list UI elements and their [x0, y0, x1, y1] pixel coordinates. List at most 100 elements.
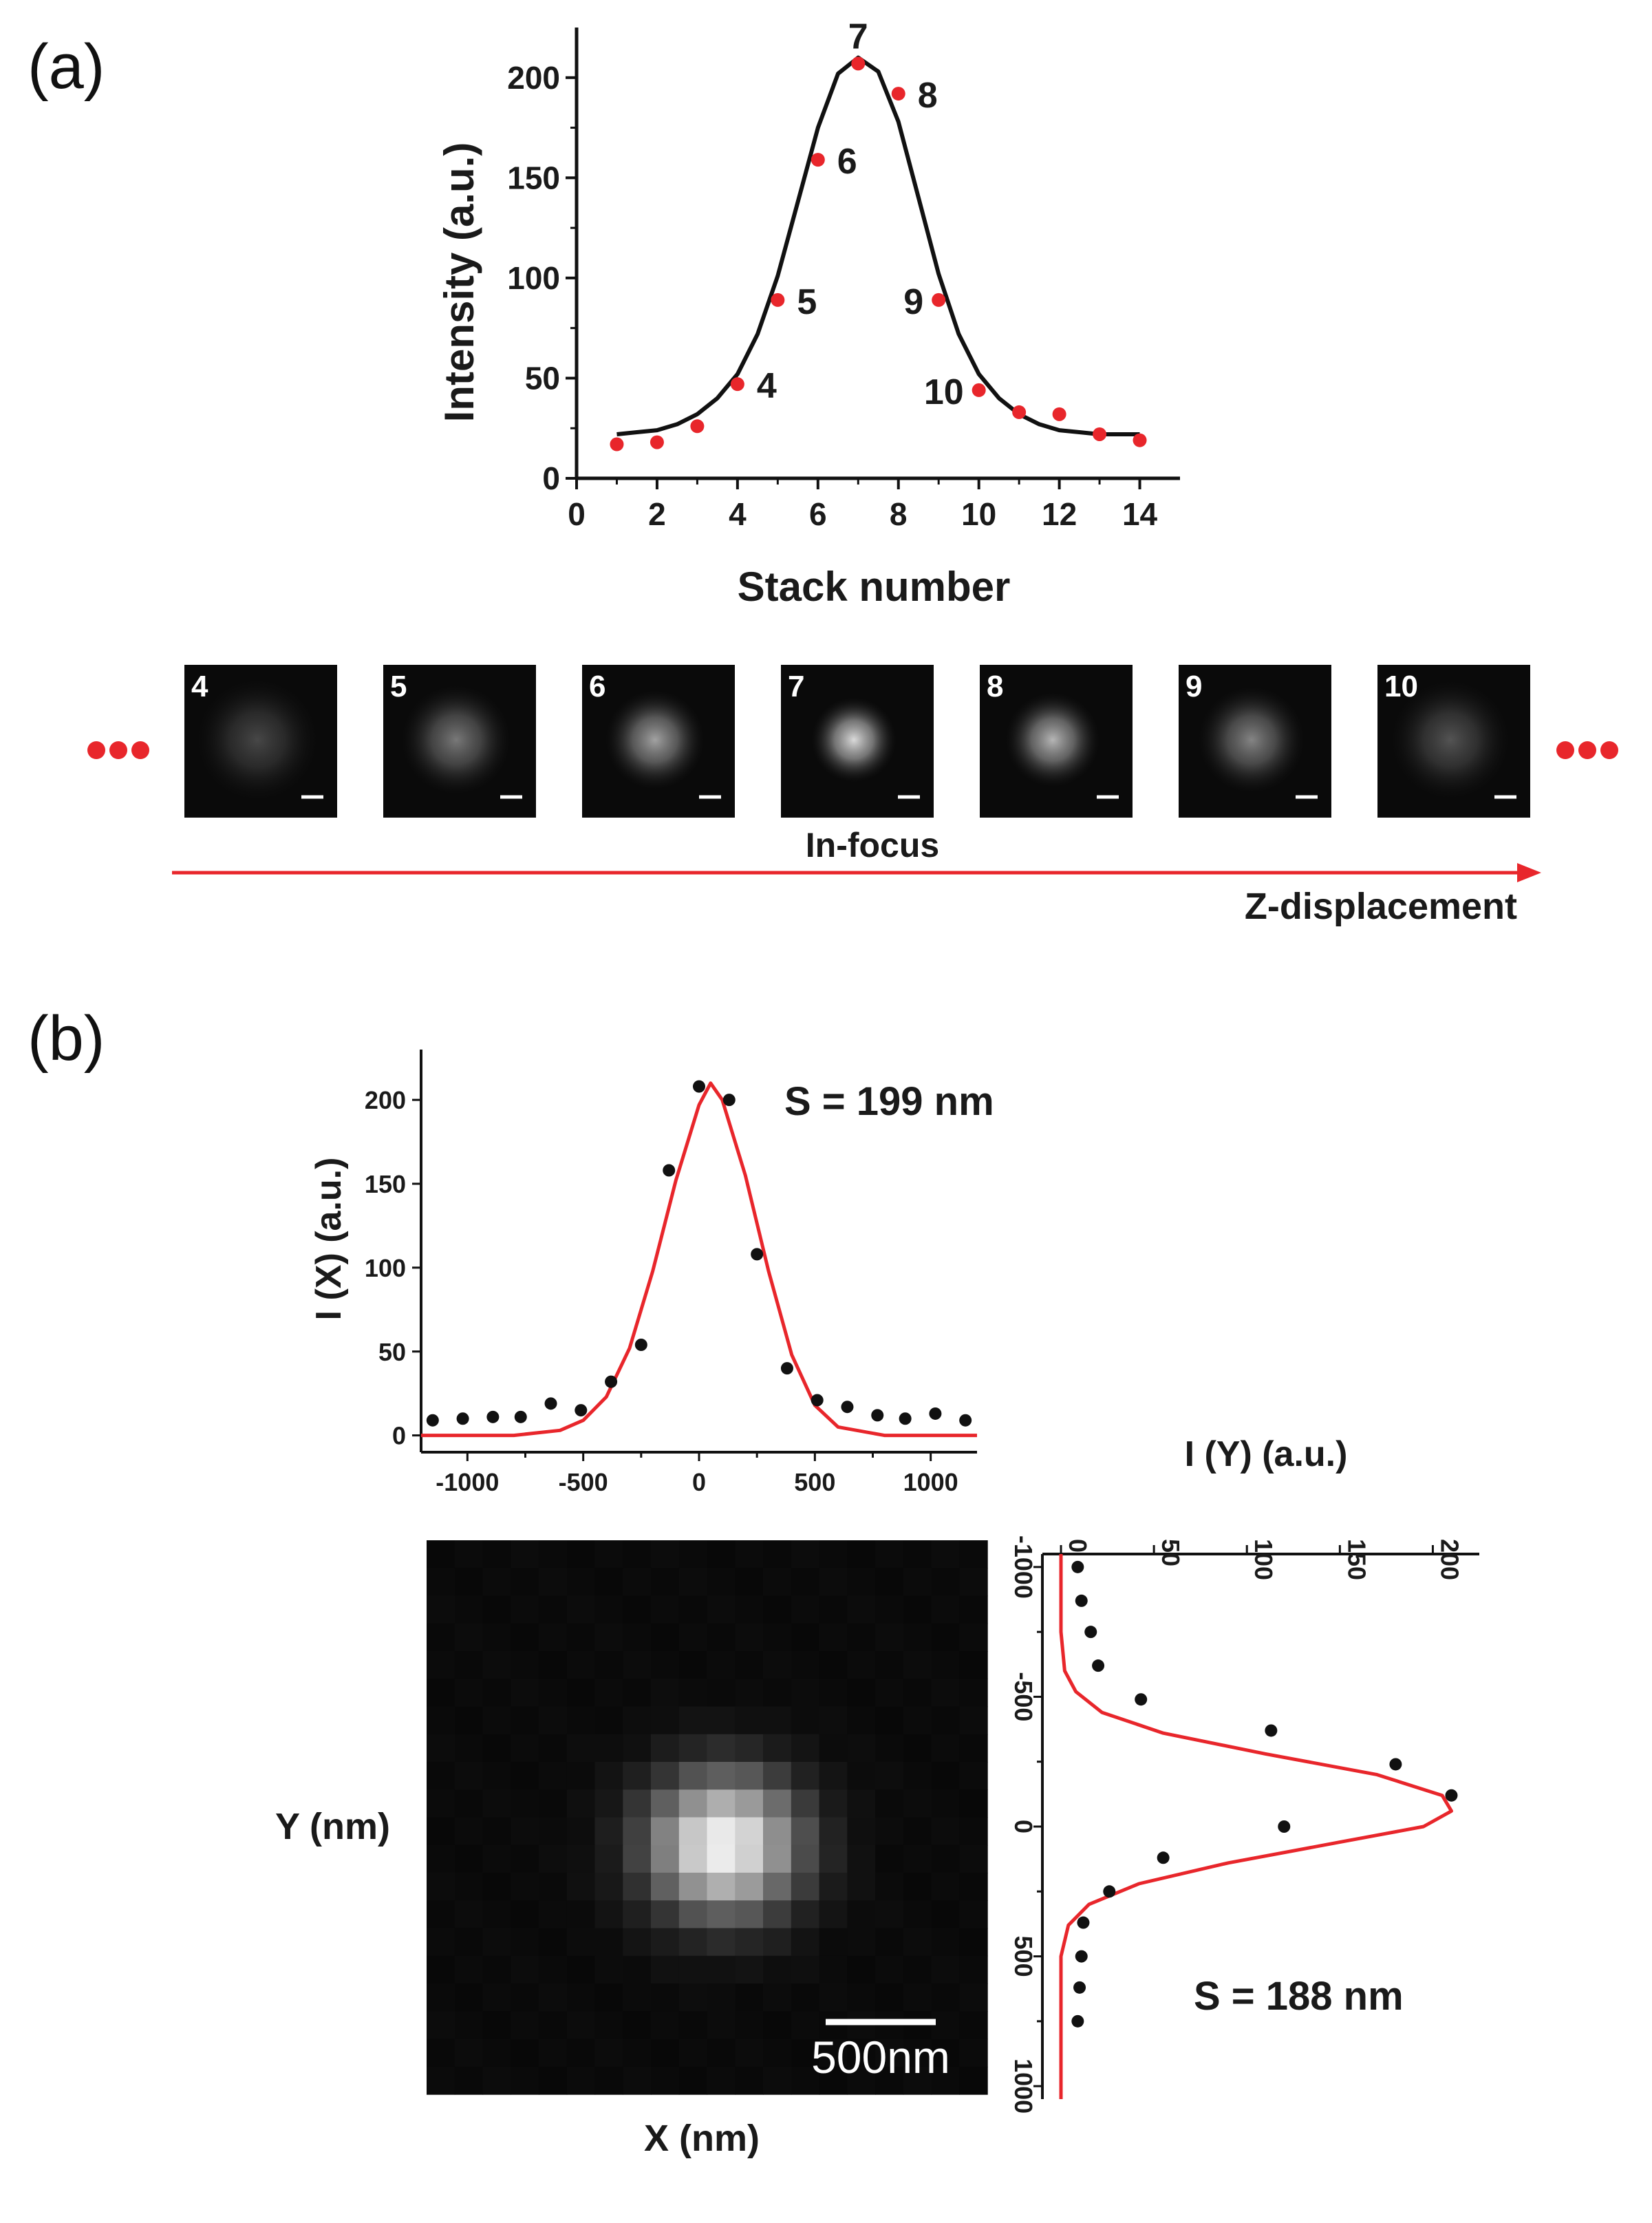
psf-pixel [875, 1651, 904, 1679]
psf-pixel [482, 1844, 511, 1873]
psf-pixel [594, 1817, 623, 1846]
psf-pixel [623, 1540, 652, 1568]
psf-pixel [678, 1789, 708, 1818]
psf-pixel [707, 2039, 736, 2067]
psf-pixel [735, 1928, 764, 1957]
chart-a-xtick-label: 4 [729, 496, 747, 532]
chart-c-point [1265, 1724, 1278, 1737]
psf-pixel [566, 1706, 596, 1735]
frame-number: 6 [589, 670, 605, 703]
psf-pixel [847, 2011, 876, 2040]
psf-pixel [427, 1789, 455, 1818]
psf-pixel [791, 1955, 820, 1984]
chart-a-ytick-label: 100 [507, 260, 560, 296]
chart-a-xtick-label: 0 [568, 496, 586, 532]
psf-pixel [903, 1568, 932, 1597]
chart-c-point [1071, 1560, 1084, 1573]
psf-pixel [931, 1983, 960, 2012]
z-stack-image-strip: 4 5 6 7 8 9 10 [87, 665, 1618, 818]
panel-b-label: (b) [28, 1003, 105, 1074]
chart-c-point [1077, 1916, 1090, 1929]
psf-pixel [511, 1983, 539, 2012]
psf-pixel [566, 1762, 596, 1790]
psf-pixel [539, 1706, 568, 1735]
psf-pixel [931, 1595, 960, 1624]
psf-pixel [566, 1900, 596, 1929]
scalebar-label: 500nm [811, 2032, 950, 2083]
psf-pixel [707, 1540, 736, 1568]
psf-pixel [566, 1623, 596, 1652]
psf-pixel [875, 1706, 904, 1735]
psf-pixel [875, 2011, 904, 2040]
psf-pixel [539, 1900, 568, 1929]
psf-pixel [427, 2011, 455, 2040]
psf-pixel [594, 2066, 623, 2095]
psf-pixel [819, 1595, 848, 1624]
chart-c-point [1135, 1693, 1148, 1706]
psf-pixel [847, 2039, 876, 2067]
chart-c-xlabel: I (Y) (a.u.) [1185, 1434, 1348, 1474]
chart-b-point [605, 1375, 618, 1388]
psf-pixel [847, 1679, 876, 1708]
psf-pixel [735, 1706, 764, 1735]
psf-pixel [511, 1762, 539, 1790]
chart-a-point [771, 292, 785, 307]
chart-a-point-annotations: 4 5 6 7 8 9 10 [757, 17, 964, 412]
psf-pixel [678, 1900, 708, 1929]
z-stack-frame: 9 [1179, 665, 1331, 818]
psf-pixel [594, 1706, 623, 1735]
psf-pixel [594, 2039, 623, 2067]
chart-a-point [690, 419, 705, 434]
psf-pixel [819, 1540, 848, 1568]
psf-pixel [427, 1900, 455, 1929]
psf-pixel [482, 1651, 511, 1679]
psf-pixel [482, 1762, 511, 1790]
chart-c-point [1389, 1758, 1402, 1771]
psf-pixel [511, 1679, 539, 1708]
psf-pixel [594, 1540, 623, 1568]
psf-pixel [651, 1789, 680, 1818]
psf-pixel [454, 2011, 484, 2040]
psf-pixel [539, 1734, 568, 1763]
chart-c-xtick-label: 50 [1157, 1539, 1185, 1566]
psf-pixel [791, 1789, 820, 1818]
psf-pixel [707, 2011, 736, 2040]
psf-pixel [623, 1873, 652, 1901]
chart-a-data-points [610, 56, 1147, 451]
psf-pixel [482, 1789, 511, 1818]
psf-pixel [651, 2011, 680, 2040]
psf-pixel [819, 1568, 848, 1597]
psf-pixel [427, 1651, 455, 1679]
psf-pixel [763, 1900, 792, 1929]
psf-pixel [735, 1568, 764, 1597]
psf-pixel [791, 2066, 820, 2095]
psf-pixel [594, 2011, 623, 2040]
psf-pixel [454, 1928, 484, 1957]
psf-pixel [791, 1983, 820, 2012]
psf-pixel [539, 1540, 568, 1568]
psf-pixel [903, 1955, 932, 1984]
psf-pixel [735, 1679, 764, 1708]
psf-pixel [875, 1844, 904, 1873]
psf-pixel [819, 2011, 848, 2040]
psf-pixel [959, 2066, 988, 2095]
chart-b-point [486, 1410, 500, 1423]
psf-pixel [707, 1706, 736, 1735]
psf-pixel [959, 1540, 988, 1568]
psf-pixel [678, 1817, 708, 1846]
psf-pixel [763, 1873, 792, 1901]
chart-b-xtick-label: 0 [692, 1468, 706, 1496]
psf-pixel [875, 1734, 904, 1763]
psf-pixel [566, 2011, 596, 2040]
chart-a-xtick-label: 10 [961, 496, 996, 532]
frame-spot [1391, 680, 1510, 800]
psf-pixel [707, 1983, 736, 2012]
psf-pixel [931, 1651, 960, 1679]
psf-pixel [678, 2039, 708, 2067]
psf-pixel [903, 2039, 932, 2067]
frame-spot [1198, 686, 1305, 794]
frame-spot [605, 690, 705, 790]
psf-pixel [763, 1540, 792, 1568]
chart-a-point [1093, 427, 1107, 441]
